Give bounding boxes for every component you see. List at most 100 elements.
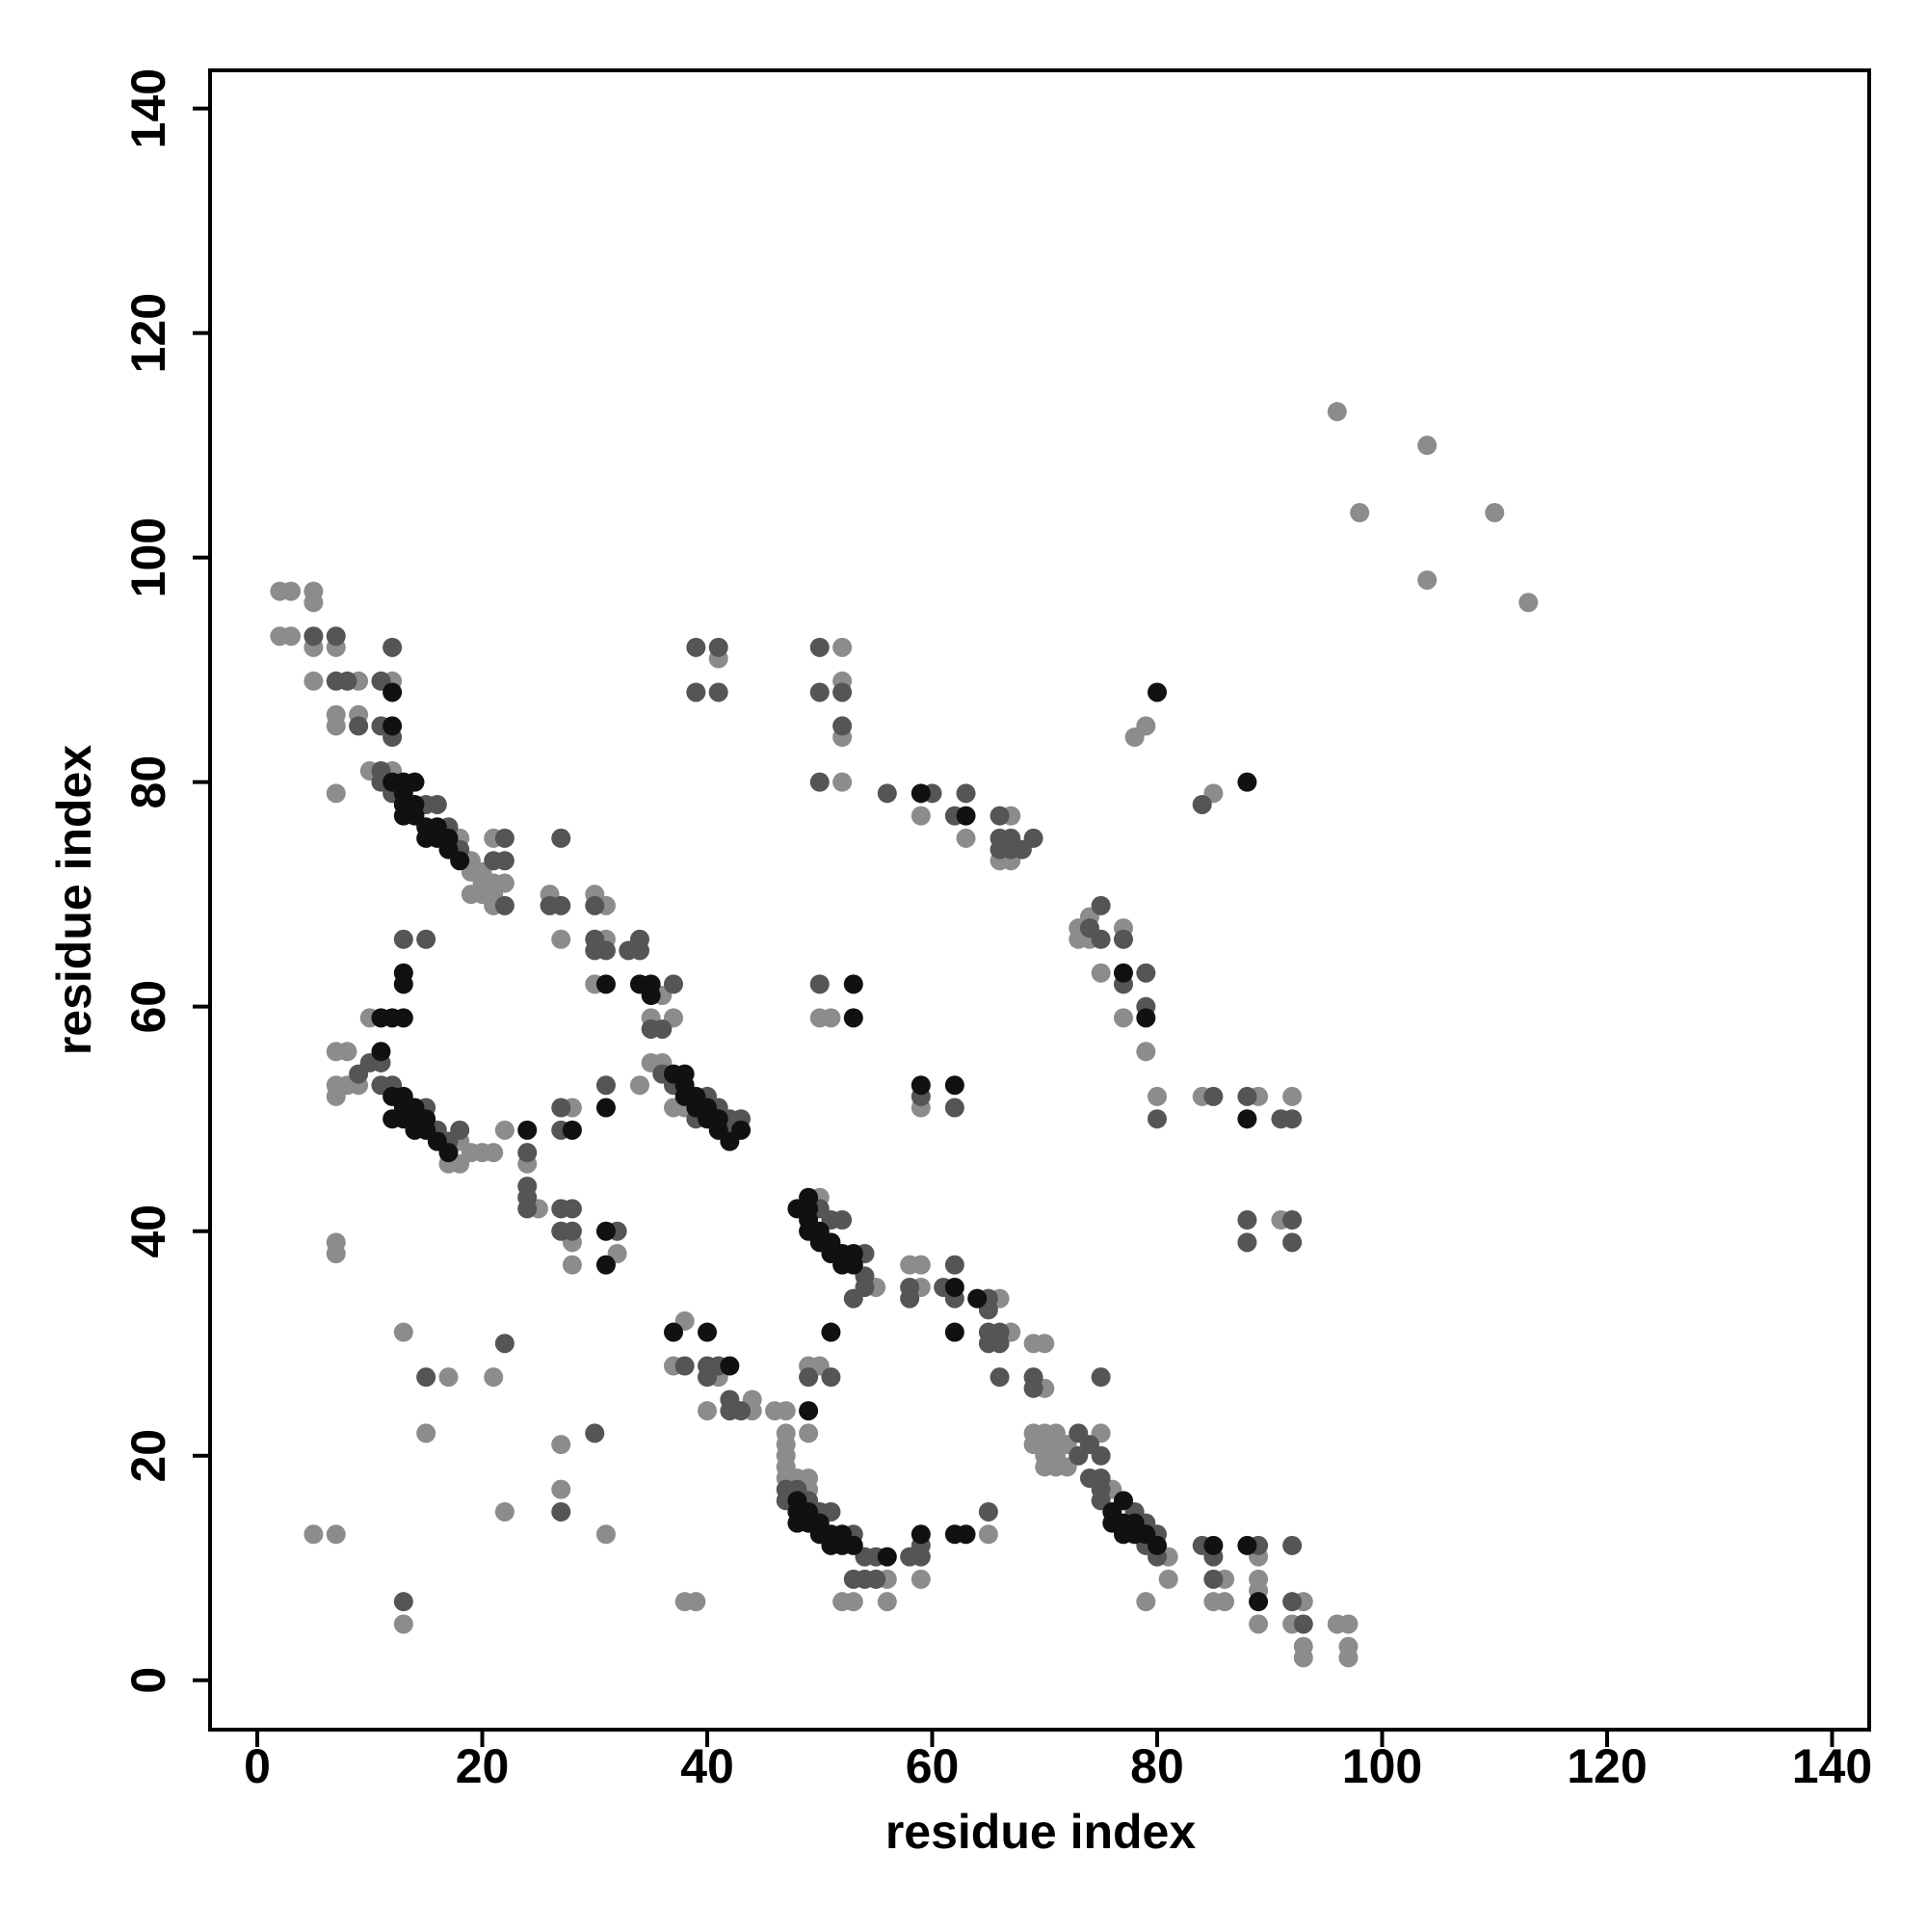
contact-point (900, 1547, 920, 1567)
contact-point (956, 828, 976, 848)
contact-point (494, 895, 515, 915)
contact-point (1215, 1592, 1235, 1612)
contact-point (663, 1322, 683, 1342)
contact-point (708, 682, 728, 702)
contact-point (731, 1120, 752, 1140)
contact-point (1237, 1109, 1257, 1129)
contact-point (799, 1401, 819, 1421)
contact-point (562, 1255, 582, 1275)
contact-point (337, 671, 357, 691)
contact-point (911, 806, 931, 826)
contact-point (281, 626, 302, 647)
contact-point (517, 1143, 538, 1163)
contact-point (1203, 1086, 1224, 1106)
contact-point (1282, 1232, 1303, 1253)
contact-point (1282, 1592, 1303, 1612)
contact-point (866, 1569, 886, 1589)
contact-point (911, 1524, 931, 1545)
contact-point (383, 682, 403, 702)
contact-point (349, 1064, 369, 1084)
contact-point (809, 974, 830, 994)
contact-point (911, 783, 931, 804)
contact-point (944, 1255, 964, 1275)
x-tick-label: 140 (1792, 1739, 1872, 1793)
contact-point (405, 1120, 425, 1140)
contact-point (304, 1524, 324, 1545)
contact-point (1147, 1535, 1167, 1555)
contact-point (1136, 1008, 1156, 1028)
contact-point (383, 716, 403, 736)
contact-point (1338, 1648, 1359, 1668)
contact-point (1249, 1614, 1269, 1634)
x-tick-label: 40 (680, 1739, 734, 1793)
contact-point (405, 772, 425, 792)
contact-point (641, 1019, 661, 1039)
contact-point (776, 1401, 796, 1421)
contact-point (393, 974, 413, 994)
contact-point (393, 1614, 413, 1634)
contact-point (450, 851, 470, 871)
contact-point (393, 1322, 413, 1342)
contact-point (708, 637, 728, 657)
contact-point (304, 626, 324, 647)
contact-point (1113, 963, 1133, 983)
contact-point (585, 940, 605, 961)
contact-point (944, 1322, 964, 1342)
contact-point (1091, 1367, 1111, 1388)
y-tick-label: 100 (121, 517, 175, 597)
contact-point (698, 1367, 718, 1388)
contact-point (956, 1524, 976, 1545)
contact-point (956, 783, 976, 804)
contact-point (1035, 1334, 1055, 1354)
contact-point (1249, 1592, 1269, 1612)
contact-point (1271, 1109, 1291, 1129)
contact-point (877, 1592, 897, 1612)
contact-point (281, 581, 302, 601)
x-tick-label: 80 (1130, 1739, 1184, 1793)
contact-point (1237, 1210, 1257, 1231)
contact-point (517, 1120, 538, 1140)
contact-point (1237, 1535, 1257, 1555)
contact-point (978, 1524, 998, 1545)
contact-point (1417, 569, 1438, 590)
contact-point (978, 1501, 998, 1522)
y-tick-label: 0 (121, 1667, 175, 1694)
contact-point (416, 1423, 436, 1443)
contact-point (494, 1501, 515, 1522)
contact-point (551, 1435, 571, 1455)
contact-point (371, 1042, 391, 1062)
contact-point (799, 1367, 819, 1388)
contact-point (585, 895, 605, 915)
contact-point (843, 1592, 863, 1612)
contact-point (843, 1535, 863, 1555)
contact-point (393, 929, 413, 949)
contact-point (595, 1075, 616, 1096)
contact-point (1293, 1648, 1313, 1668)
contact-point (956, 806, 976, 826)
contact-point (843, 1255, 863, 1275)
contact-point (990, 806, 1010, 826)
x-axis-title: residue index (885, 1805, 1197, 1859)
contact-point (1091, 929, 1111, 949)
contact-point (967, 1288, 988, 1309)
y-axis-title: residue index (47, 745, 101, 1056)
contact-point (944, 1277, 964, 1297)
contact-point (832, 637, 853, 657)
contact-point (595, 1524, 616, 1545)
contact-point (494, 873, 515, 893)
contact-point (326, 1086, 346, 1106)
contact-point (629, 929, 649, 949)
contact-point (821, 1367, 841, 1388)
contact-point (1518, 593, 1539, 613)
contact-point (686, 637, 706, 657)
contact-point (326, 1524, 346, 1545)
contact-point (809, 1008, 830, 1028)
x-tick-label: 20 (456, 1739, 510, 1793)
contact-point (900, 1255, 920, 1275)
y-tick-label: 20 (121, 1429, 175, 1483)
contact-point (832, 716, 853, 736)
contact-point (944, 1075, 964, 1096)
contact-point (1282, 1086, 1303, 1106)
contact-point (1113, 1008, 1133, 1028)
contact-point (855, 1277, 875, 1297)
